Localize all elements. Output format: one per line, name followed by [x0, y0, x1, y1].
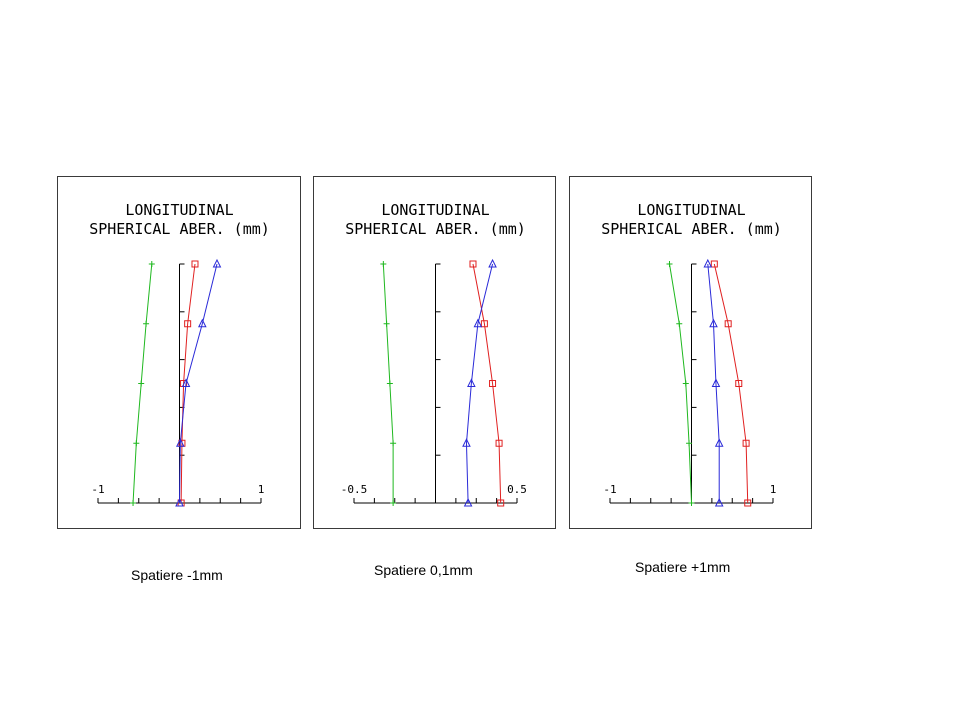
- blue-triangle-marker: [176, 438, 185, 447]
- green-plus-marker: [383, 320, 390, 327]
- caption-spatiere-minus-1mm: Spatiere -1mm: [131, 567, 223, 583]
- red-square-marker: [744, 499, 752, 507]
- red-square-marker: [497, 499, 505, 507]
- green-plus-marker: [688, 500, 695, 506]
- green-plus-marker: [138, 380, 145, 387]
- red-square-marker: [710, 260, 718, 268]
- chart-panel-spatiere-0-1mm: LONGITUDINAL SPHERICAL ABER. (mm) -0.5 0.5: [313, 176, 556, 529]
- chart-title-line-1: LONGITUDINAL: [381, 201, 489, 219]
- blue-series-line: [465, 263, 494, 504]
- blue-triangle-marker: [462, 438, 471, 447]
- x-tick-label-max: 1: [258, 483, 265, 496]
- green-plus-marker: [390, 440, 397, 447]
- x-tick-label-max: 1: [770, 483, 777, 496]
- blue-triangle-marker: [714, 497, 724, 507]
- red-series-line: [713, 263, 749, 504]
- green-plus-marker: [676, 320, 683, 327]
- red-square-marker: [495, 439, 503, 447]
- red-square-marker: [480, 320, 488, 328]
- blue-triangle-marker: [181, 378, 191, 387]
- green-plus-marker: [148, 261, 155, 267]
- green-plus-marker: [390, 500, 397, 506]
- blue-triangle-marker: [703, 258, 713, 268]
- red-square-marker: [191, 260, 199, 268]
- caption-spatiere-plus-1mm: Spatiere +1mm: [635, 559, 731, 575]
- green-plus-marker: [386, 380, 393, 387]
- red-square-marker: [469, 260, 477, 268]
- blue-triangle-marker: [463, 497, 473, 507]
- green-plus-marker: [133, 440, 140, 447]
- x-tick-label-max: 0.5: [507, 483, 527, 496]
- blue-triangle-marker: [198, 318, 207, 328]
- chart-title-line-1: LONGITUDINAL: [637, 201, 745, 219]
- red-square-marker: [742, 439, 750, 447]
- blue-triangle-marker: [709, 318, 718, 328]
- green-plus-marker: [143, 320, 150, 327]
- green-plus-marker: [666, 261, 673, 267]
- blue-triangle-marker: [488, 258, 497, 268]
- blue-series-line: [707, 263, 720, 503]
- green-plus-marker: [130, 500, 137, 506]
- chart-title-line-2: SPHERICAL ABER. (mm): [89, 220, 270, 238]
- red-square-marker: [724, 320, 732, 328]
- blue-triangle-marker: [714, 438, 724, 447]
- x-tick-label-min: -1: [91, 483, 104, 496]
- x-tick-label-min: -1: [603, 483, 616, 496]
- green-plus-marker: [682, 380, 689, 387]
- chart-panel-spatiere-minus-1mm: LONGITUDINAL SPHERICAL ABER. (mm) -1 1: [57, 176, 301, 529]
- blue-series-line: [179, 263, 218, 504]
- blue-triangle-marker: [473, 318, 483, 328]
- caption-spatiere-0-1mm: Spatiere 0,1mm: [374, 562, 473, 578]
- red-square-marker: [735, 380, 743, 387]
- red-series-line: [472, 263, 502, 504]
- red-square-marker: [489, 380, 497, 387]
- blue-triangle-marker: [467, 378, 476, 387]
- x-tick-label-min: -0.5: [341, 483, 368, 496]
- chart-title-line-1: LONGITUDINAL: [125, 201, 233, 219]
- green-plus-marker: [686, 440, 693, 447]
- blue-triangle-marker: [711, 378, 721, 387]
- blue-triangle-marker: [212, 258, 222, 268]
- chart-panel-spatiere-plus-1mm: LONGITUDINAL SPHERICAL ABER. (mm) -1 1: [569, 176, 812, 529]
- chart-title-line-2: SPHERICAL ABER. (mm): [345, 220, 526, 238]
- chart-title-line-2: SPHERICAL ABER. (mm): [601, 220, 782, 238]
- green-plus-marker: [380, 261, 387, 267]
- blue-triangle-marker: [175, 497, 184, 507]
- red-square-marker: [184, 320, 192, 328]
